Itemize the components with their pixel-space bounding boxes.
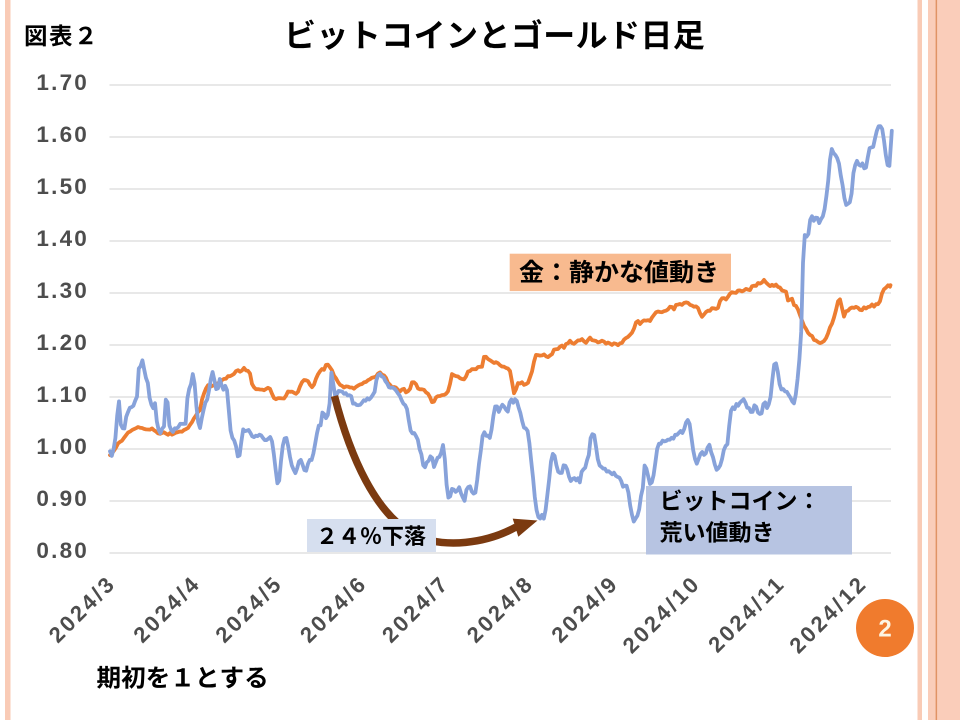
svg-text:0.90: 0.90 (36, 486, 89, 511)
svg-text:1.60: 1.60 (36, 122, 89, 147)
svg-text:1.30: 1.30 (36, 278, 89, 303)
svg-text:2: 2 (878, 616, 891, 643)
svg-text:1.70: 1.70 (36, 70, 89, 95)
svg-text:1.20: 1.20 (36, 330, 89, 355)
svg-text:0.80: 0.80 (36, 538, 89, 563)
svg-text:1.40: 1.40 (36, 226, 89, 251)
svg-text:1.00: 1.00 (36, 434, 89, 459)
svg-text:1.10: 1.10 (36, 382, 89, 407)
svg-text:1.50: 1.50 (36, 174, 89, 199)
